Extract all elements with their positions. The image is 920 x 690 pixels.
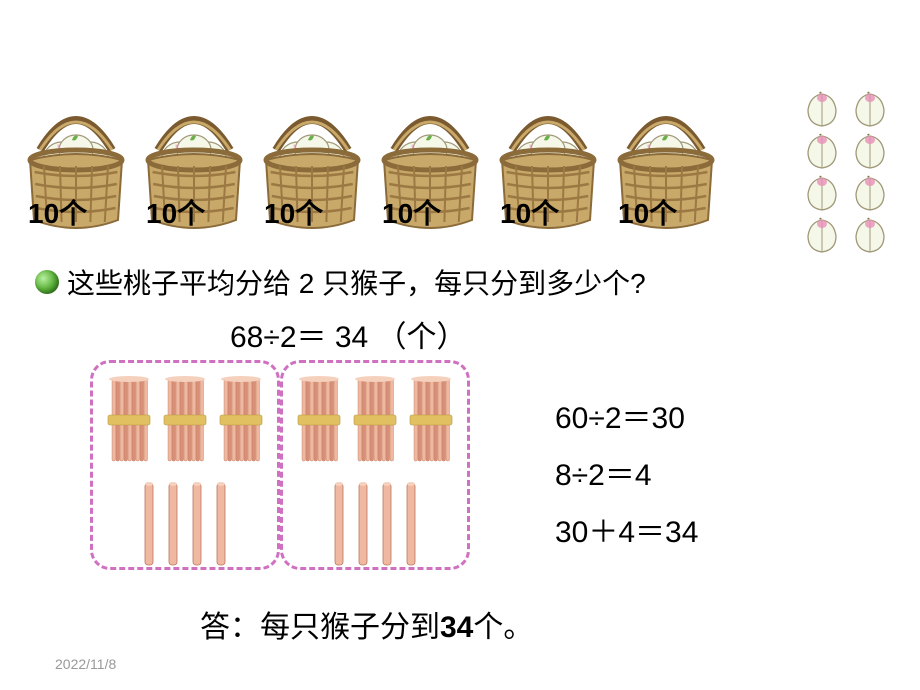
side-equation: 30＋4＝34 xyxy=(555,504,698,561)
stick-group xyxy=(280,360,470,570)
stick-bundle xyxy=(296,375,342,465)
peach-icon xyxy=(802,132,842,170)
peach-icon xyxy=(850,90,890,128)
basket: 10个 xyxy=(20,100,132,240)
main-equation: 68÷2＝ 34 （个） xyxy=(230,312,467,356)
answer-prefix: 答：每只猴子分到 xyxy=(200,611,440,644)
answer-line: 答：每只猴子分到34个。 xyxy=(200,602,533,646)
stick-bundle xyxy=(352,375,398,465)
single-stick xyxy=(168,481,178,567)
single-stick xyxy=(144,481,154,567)
bullet-icon xyxy=(35,270,59,294)
single-stick xyxy=(192,481,202,567)
sticks-area xyxy=(90,360,470,570)
date-stamp: 2022/11/8 xyxy=(55,656,116,672)
stick-bundle xyxy=(408,375,454,465)
side-equation: 60÷2＝30 xyxy=(555,390,698,447)
peach-icon xyxy=(850,174,890,212)
peach-icon xyxy=(850,132,890,170)
side-equation: 8÷2＝4 xyxy=(555,447,698,504)
question-line: 这些桃子平均分给 2 只猴子，每只分到多少个? xyxy=(35,262,646,302)
basket: 10个 xyxy=(138,100,250,240)
single-stick xyxy=(406,481,416,567)
single-stick xyxy=(216,481,226,567)
side-equations: 60÷2＝308÷2＝430＋4＝34 xyxy=(555,390,698,561)
basket: 10个 xyxy=(256,100,368,240)
answer-value: 34 xyxy=(440,611,473,644)
stick-bundle xyxy=(162,375,208,465)
single-stick xyxy=(334,481,344,567)
basket-label: 10个 xyxy=(500,192,559,232)
loose-peaches xyxy=(802,90,890,254)
peach-icon xyxy=(802,90,842,128)
baskets-row: 10个 10个 10个 10个 xyxy=(20,100,722,240)
single-stick xyxy=(382,481,392,567)
basket-label: 10个 xyxy=(146,192,205,232)
single-stick xyxy=(358,481,368,567)
answer-suffix: 个。 xyxy=(473,611,533,644)
basket-label: 10个 xyxy=(618,192,677,232)
basket: 10个 xyxy=(610,100,722,240)
basket: 10个 xyxy=(492,100,604,240)
peach-icon xyxy=(802,174,842,212)
basket-label: 10个 xyxy=(264,192,323,232)
question-text: 这些桃子平均分给 2 只猴子，每只分到多少个? xyxy=(67,262,646,302)
stick-group xyxy=(90,360,280,570)
stick-bundle xyxy=(218,375,264,465)
peach-icon xyxy=(850,216,890,254)
peach-icon xyxy=(802,216,842,254)
stick-bundle xyxy=(106,375,152,465)
basket-label: 10个 xyxy=(28,192,87,232)
basket-label: 10个 xyxy=(382,192,441,232)
basket: 10个 xyxy=(374,100,486,240)
